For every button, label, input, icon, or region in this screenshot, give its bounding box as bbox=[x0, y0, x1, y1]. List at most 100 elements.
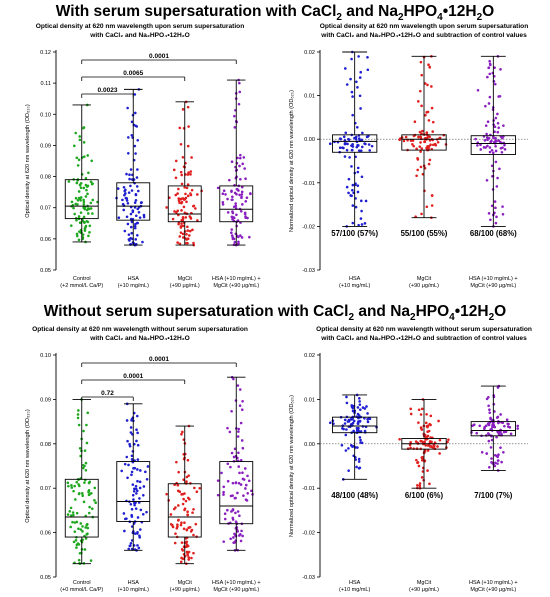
data-point bbox=[356, 190, 360, 194]
data-point bbox=[179, 197, 183, 201]
box-iqr bbox=[167, 185, 202, 223]
data-point bbox=[174, 532, 177, 535]
data-point bbox=[240, 236, 244, 239]
data-point bbox=[73, 484, 76, 488]
data-point bbox=[177, 199, 181, 202]
data-point bbox=[182, 236, 185, 239]
data-point bbox=[359, 217, 363, 220]
data-point bbox=[135, 489, 139, 493]
data-point bbox=[73, 212, 76, 216]
data-point bbox=[69, 514, 73, 517]
data-point bbox=[361, 406, 365, 409]
data-point bbox=[238, 193, 241, 197]
section-title-with-supersaturation: With serum supersaturation with CaCl2 an… bbox=[55, 3, 495, 24]
y-axis-label: Normalized optical density at 620 nm wav… bbox=[289, 90, 295, 232]
data-point bbox=[175, 210, 178, 214]
data-point bbox=[127, 191, 131, 194]
data-point bbox=[488, 59, 491, 63]
data-point bbox=[359, 438, 362, 442]
data-point bbox=[501, 146, 504, 149]
data-point bbox=[359, 107, 362, 110]
data-point bbox=[232, 377, 235, 381]
p-value-label: 0.0001 bbox=[149, 356, 169, 363]
data-point bbox=[418, 145, 422, 148]
data-point bbox=[80, 492, 84, 495]
data-point bbox=[138, 480, 142, 484]
data-point bbox=[75, 511, 79, 515]
data-point bbox=[231, 481, 235, 485]
y-tick-label: -0.02 bbox=[302, 224, 315, 230]
data-point bbox=[126, 106, 129, 110]
data-point bbox=[135, 428, 138, 432]
data-point bbox=[367, 417, 371, 420]
data-point bbox=[487, 66, 491, 69]
data-point bbox=[230, 231, 233, 235]
fraction-annotation: 55/100 (55%) bbox=[401, 229, 448, 238]
box-iqr bbox=[64, 478, 99, 538]
data-point bbox=[488, 411, 492, 414]
data-point bbox=[346, 142, 349, 146]
data-point bbox=[222, 493, 225, 496]
data-point bbox=[67, 484, 70, 488]
data-point bbox=[236, 510, 240, 513]
data-point bbox=[129, 168, 133, 171]
data-point bbox=[239, 483, 243, 486]
box-iqr bbox=[332, 134, 378, 153]
data-point bbox=[181, 502, 185, 506]
data-point bbox=[419, 439, 423, 443]
data-point bbox=[230, 190, 233, 193]
data-point bbox=[226, 197, 229, 201]
data-point bbox=[489, 446, 493, 449]
data-point bbox=[248, 235, 251, 239]
data-point bbox=[356, 406, 360, 409]
y-tick-label: 0.02 bbox=[304, 353, 315, 359]
data-point bbox=[239, 177, 242, 181]
x-category-label: (+10 mg/mL) bbox=[118, 587, 149, 593]
data-point bbox=[496, 122, 500, 125]
data-point bbox=[221, 203, 225, 206]
data-point bbox=[489, 417, 492, 421]
data-point bbox=[133, 501, 136, 505]
data-point bbox=[366, 412, 369, 415]
data-point bbox=[419, 413, 423, 416]
data-point bbox=[368, 149, 372, 152]
data-point bbox=[187, 125, 190, 128]
data-point bbox=[179, 231, 183, 234]
data-point bbox=[87, 171, 90, 175]
data-point bbox=[243, 167, 246, 170]
data-point bbox=[222, 540, 226, 543]
data-point bbox=[222, 189, 226, 193]
data-point bbox=[496, 459, 500, 462]
data-point bbox=[78, 135, 82, 138]
data-point bbox=[132, 498, 135, 501]
data-point bbox=[134, 193, 138, 196]
data-point bbox=[129, 502, 133, 506]
data-point bbox=[425, 146, 428, 150]
data-point bbox=[75, 156, 79, 160]
data-point bbox=[234, 204, 238, 208]
x-category-label: (+10 mg/mL) bbox=[339, 587, 370, 593]
data-point bbox=[249, 192, 252, 196]
data-point bbox=[241, 399, 244, 403]
data-point bbox=[130, 454, 134, 458]
data-point bbox=[239, 539, 243, 543]
data-point bbox=[359, 199, 363, 203]
x-category-label: MgCit bbox=[178, 580, 193, 586]
data-point bbox=[352, 419, 356, 423]
data-point bbox=[358, 76, 362, 79]
x-category-label: MgCit (+90 μg/mL) bbox=[213, 587, 259, 593]
data-point bbox=[425, 205, 429, 209]
data-point bbox=[130, 134, 134, 137]
data-point bbox=[243, 467, 247, 470]
panel-title-line: Optical density at 620 nm wavelength upo… bbox=[320, 23, 529, 30]
data-point bbox=[428, 482, 431, 486]
data-point bbox=[339, 137, 343, 141]
data-point bbox=[419, 89, 422, 93]
data-point bbox=[487, 423, 491, 427]
data-point bbox=[230, 228, 234, 231]
data-point bbox=[176, 525, 179, 528]
data-point bbox=[228, 430, 232, 434]
data-point bbox=[428, 158, 432, 162]
data-point bbox=[360, 138, 364, 142]
